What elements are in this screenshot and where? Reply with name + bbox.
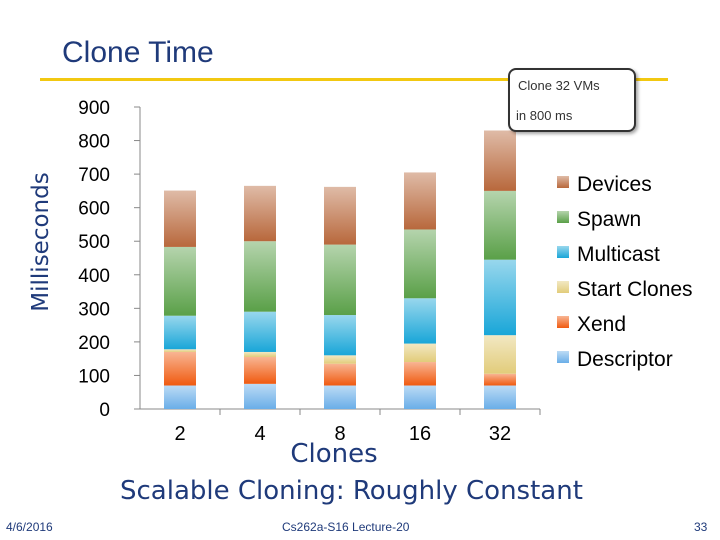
footer-date: 4/6/2016 [6,520,53,534]
y-tick-label: 200 [78,333,110,354]
x-axis-label: Clones [290,439,377,469]
bar-spawn-16 [404,229,436,299]
bar-spawn-8 [324,244,356,316]
footer-course: Cs262a-S16 Lecture-20 [282,520,410,534]
callout-box: Clone 32 VMs in 800 ms [508,68,636,132]
bar-descriptor-4 [244,383,276,409]
legend-label-spawn: Spawn [577,208,641,231]
bar-multicast-2 [164,315,196,350]
bar-start-clones-16 [404,343,436,363]
footer-page-number: 33 [694,520,708,534]
bar-devices-2 [164,190,196,247]
y-tick-label: 500 [78,232,110,253]
legend-label-xend: Xend [577,313,626,336]
bar-spawn-2 [164,246,196,316]
bar-start-clones-32 [484,335,516,374]
legend-swatch-start-clones [557,281,569,293]
bar-descriptor-8 [324,385,356,409]
legend-label-devices: Devices [577,173,652,196]
legend-swatch-multicast [557,246,569,258]
x-tick-label: 32 [489,423,511,445]
bar-spawn-4 [244,241,276,312]
y-tick-label: 900 [78,98,110,119]
y-tick-labels: 0 100 200 300 400 500 600 700 800 900 [78,98,140,421]
legend-swatch-spawn [557,211,569,223]
slide-title: Clone Time [62,36,214,69]
bar-multicast-8 [324,315,356,356]
bar-multicast-16 [404,298,436,344]
bar-descriptor-32 [484,385,516,409]
y-tick-label: 700 [78,165,110,186]
title-underline [40,78,668,81]
bar-xend-4 [244,356,276,384]
x-tick-label: 8 [334,423,345,445]
bar-descriptor-16 [404,385,436,409]
bar-devices-32 [484,130,516,191]
x-tick-labels: 2 4 8 16 32 [174,409,541,445]
y-tick-label: 300 [78,299,110,320]
y-tick-label: 0 [99,400,110,421]
bar-devices-8 [324,186,356,245]
y-axis-label: Milliseconds [28,172,54,311]
y-tick-label: 800 [78,132,110,153]
legend-swatch-xend [557,316,569,328]
x-tick-label: 2 [174,423,185,445]
x-tick-label: 4 [254,423,265,445]
callout-line-1: Clone 32 VMs [518,78,600,93]
legend-label-descriptor: Descriptor [577,348,673,371]
bar-spawn-32 [484,190,516,260]
bar-devices-4 [244,185,276,242]
bar-start-clones-8 [324,355,356,364]
slide-subtitle: Scalable Cloning: Roughly Constant [120,476,583,506]
bar-stacks [164,130,516,409]
bar-xend-2 [164,351,196,386]
callout-line-2: in 800 ms [516,108,573,123]
bar-multicast-4 [244,311,276,352]
bar-multicast-32 [484,259,516,336]
bar-start-clones-4 [244,351,276,357]
bar-xend-16 [404,362,436,386]
bar-start-clones-2 [164,349,196,352]
legend-swatch-descriptor [557,351,569,363]
legend-label-start-clones: Start Clones [577,278,693,301]
bar-devices-16 [404,172,436,230]
y-tick-label: 400 [78,266,110,287]
legend-label-multicast: Multicast [577,243,660,266]
x-tick-label: 16 [409,423,431,445]
bar-descriptor-2 [164,385,196,409]
legend-swatch-devices [557,176,569,188]
y-tick-label: 100 [78,366,110,387]
y-tick-label: 600 [78,199,110,220]
bar-xend-32 [484,373,516,386]
chart-legend: Devices Spawn Multicast Start Clones Xend Des… [557,173,693,371]
bar-xend-8 [324,363,356,386]
